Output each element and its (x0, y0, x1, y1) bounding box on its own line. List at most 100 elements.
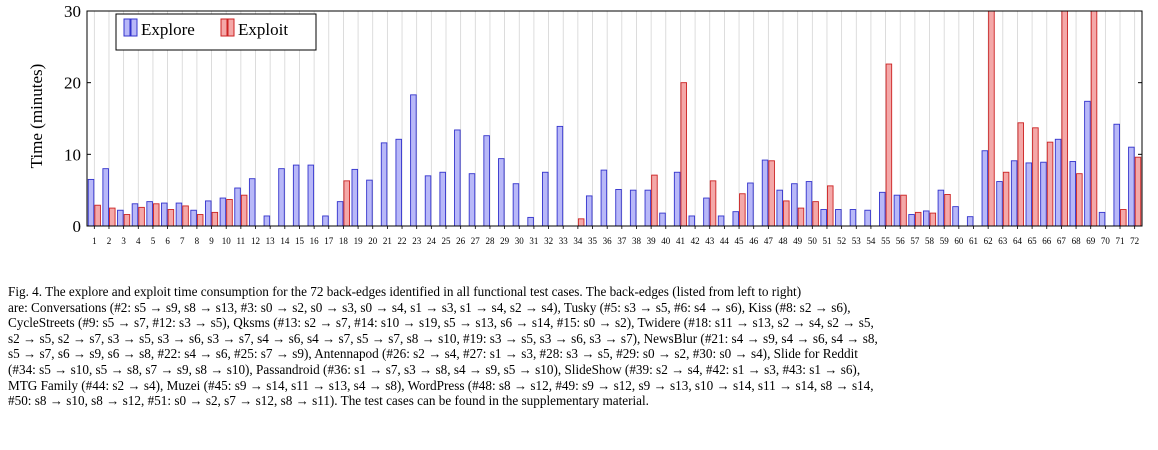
bar-exploit-69 (1090, 10, 1098, 227)
x-tick-label: 69 (1086, 236, 1096, 246)
bar-explore-18 (336, 201, 344, 227)
x-tick-label: 39 (647, 236, 657, 246)
x-tick-label: 23 (412, 236, 422, 246)
bar-explore-5 (146, 201, 153, 227)
caption-line: CycleStreets (#9: s5 → s7, #12: s3 → s5)… (8, 315, 874, 331)
bar-explore-16 (307, 164, 315, 227)
x-tick-label: 51 (822, 236, 831, 246)
x-tick-label: 65 (1028, 236, 1038, 246)
plot-frame (86, 10, 1143, 227)
x-tick-label: 36 (603, 236, 613, 246)
bar-explore-26 (454, 129, 461, 227)
bars (87, 10, 1142, 227)
x-tick-label: 29 (500, 236, 510, 246)
bar-explore-15 (292, 164, 300, 227)
legend-swatch-explore-2 (130, 18, 138, 37)
legend-swatch-exploit-2 (227, 18, 235, 37)
axes (86, 10, 1143, 227)
bar-explore-13 (263, 215, 271, 227)
bar-explore-45 (732, 211, 739, 227)
bar-explore-60 (952, 206, 959, 227)
x-tick-label: 60 (954, 236, 964, 246)
bar-explore-50 (805, 181, 813, 227)
bar-exploit-34 (577, 218, 585, 227)
bar-exploit-67 (1061, 10, 1068, 227)
x-tick-label: 45 (735, 236, 745, 246)
bar-exploit-43 (709, 180, 717, 227)
bar-explore-49 (791, 183, 798, 227)
x-tick-label: 21 (383, 236, 392, 246)
bar-exploit-66 (1046, 141, 1054, 227)
bar-explore-63 (996, 181, 1003, 227)
bar-exploit-68 (1076, 173, 1083, 227)
x-tick-label: 52 (837, 236, 846, 246)
caption-line: s2 → s5, s2 → s7, s3 → s5, s3 → s6, s3 →… (8, 330, 878, 346)
bar-exploit-55 (885, 63, 893, 227)
bar-explore-19 (351, 168, 359, 227)
bar-explore-14 (278, 168, 285, 227)
bar-explore-41 (673, 171, 681, 227)
bar-explore-55 (879, 191, 886, 227)
x-tick-label: 72 (1130, 236, 1139, 246)
legend-swatch-explore-1 (123, 18, 131, 37)
caption-line: Fig. 4. The explore and exploit time con… (8, 284, 802, 299)
bar-explore-58 (922, 210, 930, 227)
x-tick-label: 62 (984, 236, 993, 246)
y-axis-label: Time (minutes) (27, 64, 46, 169)
bar-explore-2 (102, 168, 109, 227)
bar-exploit-65 (1032, 127, 1039, 227)
bar-explore-44 (717, 215, 725, 227)
bar-explore-1 (87, 178, 95, 227)
bar-explore-24 (424, 175, 432, 227)
bar-explore-8 (190, 209, 197, 227)
bar-exploit-72 (1134, 156, 1142, 227)
x-tick-label: 38 (632, 236, 642, 246)
bar-exploit-1 (94, 204, 101, 227)
x-tick-label: 4 (136, 236, 141, 246)
x-tick-label: 66 (1042, 236, 1052, 246)
legend-swatch-exploit-1 (220, 18, 228, 37)
bar-explore-37 (615, 188, 622, 227)
bar-explore-68 (1069, 161, 1077, 227)
bar-explore-22 (395, 138, 402, 227)
bar-exploit-39 (651, 174, 658, 227)
x-tick-label: 44 (720, 236, 730, 246)
x-tick-label: 13 (266, 236, 276, 246)
bar-explore-29 (498, 158, 505, 227)
x-tick-label: 61 (969, 236, 978, 246)
bar-explore-38 (629, 189, 637, 227)
bar-explore-25 (439, 171, 446, 227)
bar-explore-62 (981, 150, 989, 227)
bar-explore-69 (1084, 100, 1091, 227)
bar-explore-40 (659, 212, 666, 227)
caption-line: are: Conversations (#2: s5 → s9, s8 → s1… (8, 299, 851, 315)
x-ticks: 1 2 3 4 5 6 7 8 9 10 11 12 13 14 15 16 17 18 19 20 21 22 23 24 2… (92, 226, 1139, 246)
bar-explore-35 (585, 195, 593, 227)
bar-exploit-45 (739, 193, 746, 227)
x-tick-label: 63 (998, 236, 1008, 246)
bar-explore-28 (483, 135, 490, 227)
bar-explore-64 (1010, 160, 1018, 227)
bar-explore-57 (908, 214, 915, 227)
x-tick-label: 2 (107, 236, 112, 246)
bar-exploit-50 (812, 201, 819, 227)
x-tick-label: 1 (92, 236, 97, 246)
y-ticks: 0 10 20 30 (64, 2, 1142, 236)
bar-explore-59 (937, 189, 945, 227)
bar-explore-46 (747, 182, 754, 227)
y-tick-label: 10 (64, 145, 81, 164)
legend-label-explore: Explore (141, 20, 195, 39)
bar-explore-70 (1098, 211, 1106, 227)
x-tick-label: 57 (910, 236, 920, 246)
y-tick-label: 0 (73, 217, 82, 236)
bar-chart: 0 10 20 30 1 2 3 4 5 6 7 8 9 10 11 12 13 14 15 16 17 18 19 20 2… (27, 2, 1143, 246)
bar-exploit-6 (167, 209, 175, 227)
x-tick-label: 35 (588, 236, 598, 246)
caption-line: MTG Family (#44: s2 → s4), Muzei (#45: s… (8, 377, 874, 393)
x-tick-label: 48 (779, 236, 789, 246)
x-tick-label: 15 (295, 236, 305, 246)
bar-explore-10 (219, 197, 227, 227)
bar-exploit-63 (1002, 171, 1010, 227)
bar-explore-61 (966, 216, 974, 227)
